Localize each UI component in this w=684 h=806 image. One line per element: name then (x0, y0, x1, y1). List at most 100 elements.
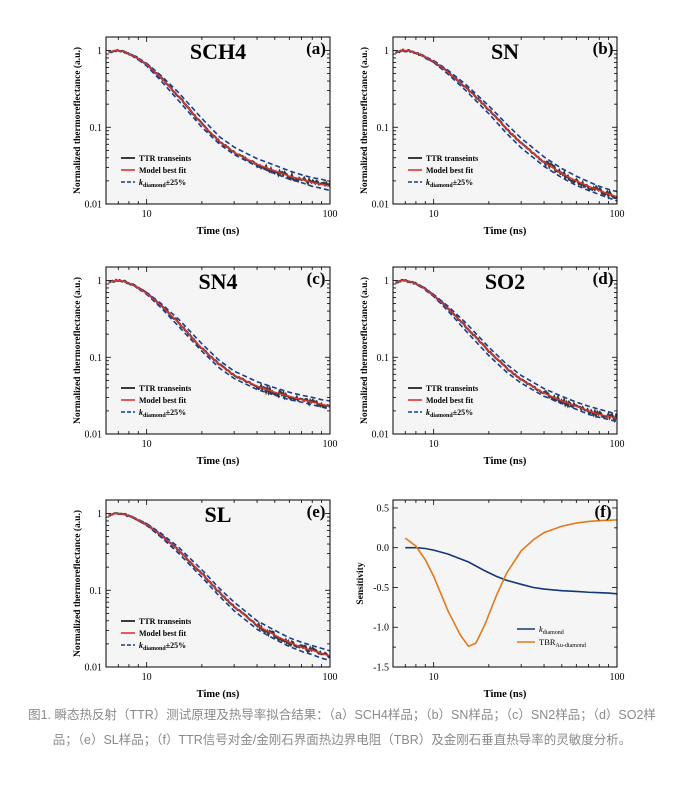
y-tick-label: 0.1 (377, 123, 390, 134)
legend-k-sub: diamond (430, 413, 453, 419)
x-axis: 10 100 Time (ns) (392, 37, 625, 237)
y-axis-label: Normalized thermoreflectance (a.u.) (72, 47, 83, 194)
x-axis-label: Time (ns) (484, 456, 527, 467)
model-best-fit-line (108, 49, 330, 187)
legend-ttr-label: TTR transeints (139, 384, 191, 393)
x-tick-label: 10 (142, 672, 152, 683)
y-axis-label: Normalized thermoreflectance (a.u.) (72, 510, 83, 657)
kdiamond-minus-line (108, 512, 330, 652)
model-best-fit-line (108, 279, 330, 407)
y-tick-label: -1.0 (373, 623, 389, 634)
legend: TTR transeints Model best fit kdiamond±25% (121, 617, 191, 652)
legend-model-label: Model best fit (139, 629, 186, 638)
legend-k-sub: diamond (143, 646, 166, 652)
legend-tbr-main: TBR (539, 637, 556, 647)
legend-ttr-label: TTR transeints (139, 154, 191, 163)
plot-frame (105, 36, 331, 205)
model-best-fit-line (395, 49, 617, 198)
sample-label: SN4 (198, 269, 237, 294)
y-axis: 0.01 0.1 1 Normalized thermoreflectance (a.… (359, 46, 617, 211)
y-axis: 0.01 0.1 1 Normalized thermoreflectance (a.… (72, 276, 330, 441)
y-tick-label: 0.5 (377, 503, 390, 514)
series-group (108, 48, 330, 192)
plot-area (393, 37, 617, 204)
legend-kdiamond-label: kdiamond±25% (139, 641, 186, 652)
panel-a: 10 100 Time (ns) 0.01 0.1 1 Normalized thermor… (72, 36, 338, 237)
series-group (108, 512, 330, 662)
series-group (394, 48, 617, 202)
y-axis-label: Normalized thermoreflectance (a.u.) (72, 277, 83, 424)
figure-caption: 图1. 瞬态热反射（TTR）测试原理及热导率拟合结果：（a）SCH4样品；（b）… (28, 708, 656, 747)
model-best-fit-line (395, 279, 617, 420)
x-axis: 10 100 Time (ns) (105, 37, 338, 237)
y-axis: 0.01 0.1 1 Normalized thermoreflectance (a.… (359, 276, 617, 441)
kdiamond-minus-line (108, 49, 330, 183)
legend-k-range: ±25% (453, 178, 473, 187)
y-tick-label: 0.1 (90, 586, 103, 597)
panel-d: 10 100 Time (ns) 0.01 0.1 1 Normalized thermor… (359, 266, 625, 467)
x-axis: 10 100 Time (ns) (392, 267, 625, 467)
kdiamond-minus-line (395, 49, 617, 193)
x-tick-label: 100 (323, 439, 338, 450)
y-axis: 0.01 0.1 1 Normalized thermoreflectance (a.… (72, 509, 330, 674)
legend-k-main: k (426, 178, 430, 187)
y-tick-label: 0.01 (372, 430, 390, 441)
y-tick-label: 1 (97, 46, 102, 57)
panel-label: (c) (307, 269, 326, 288)
legend-k-range: ±25% (453, 408, 473, 417)
x-axis: 10 100 Time (ns) (105, 500, 338, 700)
legend-ttr-label: TTR transeints (426, 384, 478, 393)
legend-k-range: ±25% (166, 408, 186, 417)
legend-k-sub: diamond (430, 183, 453, 189)
x-axis-label: Time (ns) (484, 226, 527, 237)
legend-tbr-label: TBRAu-diamond (539, 637, 586, 649)
legend-kdiamond-label: kdiamond±25% (139, 178, 186, 189)
panel-f: 10 100 Time (ns) -1.5 -1.0 -0.5 0.0 0.5 Sensitiv… (356, 499, 625, 700)
plot-frame (392, 36, 618, 205)
panel-label: (b) (593, 39, 614, 58)
panel-b: 10 100 Time (ns) 0.01 0.1 1 Normalized thermor… (359, 36, 625, 237)
y-axis-label: Normalized thermoreflectance (a.u.) (359, 47, 370, 194)
x-tick-label: 10 (429, 672, 439, 683)
x-axis-label: Time (ns) (197, 456, 240, 467)
x-tick-label: 10 (429, 439, 439, 450)
y-tick-label: 0.01 (85, 663, 103, 674)
x-axis-label: Time (ns) (197, 689, 240, 700)
panel-label: (e) (307, 502, 326, 521)
figure: 10 100 Time (ns) 0.01 0.1 1 Normalized thermor… (72, 36, 625, 700)
legend-tbr-sub: Au-diamond (556, 643, 586, 649)
x-tick-label: 10 (142, 439, 152, 450)
x-tick-label: 100 (323, 672, 338, 683)
tbr-sensitivity-line (404, 519, 617, 648)
kdiamond-plus-line (108, 49, 330, 192)
legend-kdiamond-label: kdiamond±25% (139, 408, 186, 419)
y-tick-label: 1 (97, 276, 102, 287)
plot-frame (105, 266, 331, 435)
panel-e: 10 100 Time (ns) 0.01 0.1 1 Normalized thermor… (72, 499, 338, 700)
plot-frame (105, 499, 331, 668)
x-tick-label: 100 (610, 439, 625, 450)
sample-label: SO2 (485, 269, 525, 294)
y-tick-label: 0.01 (85, 430, 103, 441)
legend-model-label: Model best fit (139, 396, 186, 405)
panel-label: (a) (306, 39, 326, 58)
x-axis: 10 100 Time (ns) (105, 267, 338, 467)
y-tick-label: 0.1 (90, 353, 103, 364)
legend-k-range: ±25% (166, 178, 186, 187)
y-axis-label: Sensitivity (356, 562, 366, 604)
x-axis-label: Time (ns) (197, 226, 240, 237)
legend-k-main: k (139, 408, 143, 417)
y-tick-label: 0.01 (85, 200, 103, 211)
legend-model-label: Model best fit (426, 166, 473, 175)
legend-kdiamond-label: kdiamond (539, 624, 564, 636)
legend-k-main: k (426, 408, 430, 417)
y-tick-label: 0.01 (372, 200, 390, 211)
plot-area (106, 267, 330, 434)
y-tick-label: 0.1 (377, 353, 390, 364)
sample-label: SCH4 (190, 39, 246, 64)
legend-k-main: k (139, 178, 143, 187)
kdiamond-minus-line (108, 279, 330, 402)
plot-frame (392, 499, 618, 668)
y-axis-label: Normalized thermoreflectance (a.u.) (359, 277, 370, 424)
legend-kdiamond-label: kdiamond±25% (426, 408, 473, 419)
